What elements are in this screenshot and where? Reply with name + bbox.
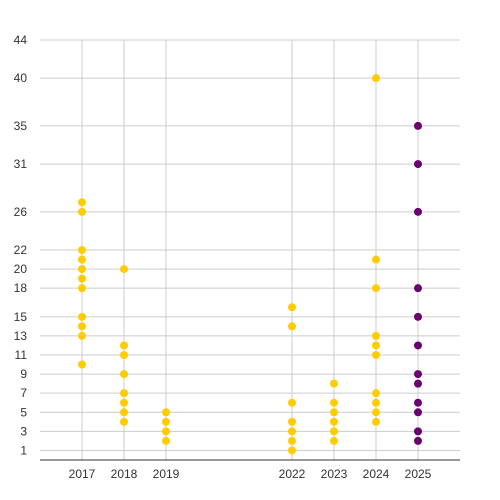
y-tick-label: 9 xyxy=(20,367,27,381)
scatter-point xyxy=(78,207,86,216)
y-tick-label: 7 xyxy=(20,386,27,400)
x-tick-label: 2017 xyxy=(69,467,96,481)
scatter-point xyxy=(162,436,170,445)
scatter-point xyxy=(78,265,86,274)
scatter-point xyxy=(372,408,380,417)
scatter-point xyxy=(372,417,380,426)
y-tick-label: 22 xyxy=(14,243,28,257)
scatter-point xyxy=(414,436,422,445)
scatter-point xyxy=(330,398,338,407)
y-tick-label: 3 xyxy=(20,424,27,438)
x-tick-label: 2019 xyxy=(153,467,180,481)
scatter-point xyxy=(372,341,380,350)
scatter-point xyxy=(120,341,128,350)
x-tick-label: 2024 xyxy=(363,467,390,481)
scatter-point xyxy=(78,322,86,331)
scatter-point xyxy=(78,331,86,340)
scatter-point xyxy=(330,379,338,388)
x-tick-label: 2023 xyxy=(321,467,348,481)
y-tick-label: 18 xyxy=(14,281,28,295)
scatter-point xyxy=(288,303,296,312)
data-points xyxy=(78,74,422,455)
scatter-point xyxy=(414,121,422,130)
scatter-point xyxy=(288,398,296,407)
y-tick-label: 1 xyxy=(20,443,27,457)
scatter-point xyxy=(78,312,86,321)
scatter-point xyxy=(414,398,422,407)
scatter-point xyxy=(288,427,296,436)
scatter-point xyxy=(414,160,422,169)
x-tick-label: 2018 xyxy=(111,467,138,481)
y-tick-label: 40 xyxy=(14,71,28,85)
scatter-point xyxy=(372,74,380,83)
scatter-point xyxy=(288,436,296,445)
x-tick-label: 2022 xyxy=(279,467,306,481)
scatter-point xyxy=(162,408,170,417)
y-tick-label: 31 xyxy=(14,157,28,171)
scatter-point xyxy=(120,351,128,359)
scatter-point xyxy=(288,322,296,331)
scatter-point xyxy=(120,389,128,398)
scatter-point xyxy=(414,207,422,216)
y-tick-label: 15 xyxy=(14,310,28,324)
scatter-point xyxy=(120,370,128,379)
scatter-point xyxy=(372,351,380,359)
scatter-point xyxy=(372,398,380,407)
scatter-point xyxy=(372,389,380,398)
grid-layer xyxy=(40,39,460,460)
scatter-point xyxy=(288,446,296,455)
y-tick-label: 5 xyxy=(20,405,27,419)
scatter-point xyxy=(414,408,422,417)
scatter-point xyxy=(330,427,338,436)
scatter-point xyxy=(162,417,170,426)
scatter-point xyxy=(330,417,338,426)
scatter-point xyxy=(78,246,86,254)
y-tick-label: 20 xyxy=(14,262,28,276)
scatter-point xyxy=(78,198,86,207)
y-tick-label: 11 xyxy=(15,348,28,362)
scatter-point xyxy=(120,398,128,407)
scatter-point xyxy=(414,379,422,388)
scatter-point xyxy=(120,408,128,417)
scatter-point xyxy=(414,341,422,350)
scatter-point xyxy=(372,255,380,264)
scatter-point xyxy=(288,417,296,426)
scatter-point xyxy=(78,255,86,264)
y-tick-label: 35 xyxy=(14,119,28,133)
y-tick-label: 13 xyxy=(14,329,28,343)
scatter-point xyxy=(78,284,86,293)
y-tick-label: 44 xyxy=(14,33,28,47)
scatter-point xyxy=(330,408,338,417)
x-tick-label: 2025 xyxy=(405,467,432,481)
scatter-point xyxy=(78,274,86,283)
y-tick-label: 26 xyxy=(14,205,28,219)
scatter-point xyxy=(372,284,380,293)
scatter-point xyxy=(414,312,422,321)
scatter-point xyxy=(162,427,170,436)
scatter-point xyxy=(78,360,86,369)
scatter-point xyxy=(414,284,422,293)
scatter-point xyxy=(414,370,422,379)
scatter-point xyxy=(120,265,128,274)
scatter-point xyxy=(414,427,422,436)
scatter-point xyxy=(330,436,338,445)
scatter-point xyxy=(120,417,128,426)
scatter-point xyxy=(372,331,380,340)
